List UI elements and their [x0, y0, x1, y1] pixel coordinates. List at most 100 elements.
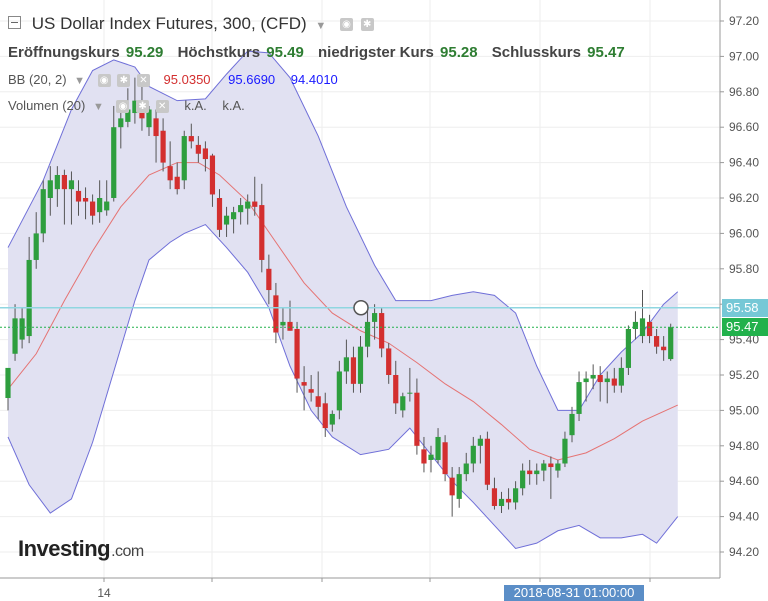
low-label: niedrigster Kurs: [318, 44, 434, 61]
eye-icon[interactable]: ◉: [97, 74, 111, 88]
eye-icon[interactable]: ◉: [116, 100, 130, 114]
price-tick-label: 94.20: [729, 545, 759, 559]
candle-up: [555, 463, 561, 471]
price-tick-label: 96.80: [729, 85, 759, 99]
candle-up: [54, 174, 60, 190]
candle-down: [421, 449, 427, 464]
close-icon[interactable]: ✕: [155, 100, 169, 114]
candle-up: [625, 328, 631, 368]
candle-down: [287, 321, 293, 331]
candle-up: [223, 215, 230, 225]
candle-up: [498, 498, 505, 506]
logo-suffix: .com: [111, 543, 144, 560]
low-value: 95.28: [440, 44, 478, 61]
price-tick-label: 94.60: [729, 474, 759, 488]
price-tick-label: 96.00: [729, 226, 759, 240]
candle-up: [407, 392, 413, 394]
candle-up: [456, 474, 462, 499]
candle-up: [329, 413, 335, 425]
chevron-down-icon[interactable]: ▼: [74, 75, 86, 87]
candle-up: [477, 438, 483, 446]
candle-down: [216, 198, 223, 230]
candle-up: [343, 357, 349, 372]
candle-down: [350, 357, 357, 384]
chevron-down-icon[interactable]: ▼: [315, 20, 327, 32]
price-tick-label: 96.40: [729, 156, 759, 170]
logo-text: Investing: [18, 536, 111, 561]
close-label: Schlusskurs: [491, 44, 581, 61]
high-label: Höchstkurs: [177, 44, 261, 61]
gear-icon[interactable]: ✱: [360, 18, 374, 32]
open-label: Eröffnungskurs: [8, 44, 120, 61]
collapse-icon[interactable]: [8, 16, 21, 30]
candle-down: [174, 176, 180, 190]
chevron-down-icon[interactable]: ▼: [92, 101, 104, 113]
candle-down: [386, 348, 392, 375]
crosshair-time-label: 2018-08-31 01:00:00: [504, 585, 644, 601]
candle-up: [569, 413, 575, 436]
candle-down: [597, 375, 603, 383]
candle-up: [231, 212, 237, 220]
candle-down: [315, 396, 321, 407]
candle-up: [639, 318, 646, 337]
candle-up: [19, 318, 25, 340]
candle-up: [181, 136, 187, 181]
volume-value-1: k.A.: [184, 98, 207, 113]
gear-icon[interactable]: ✱: [117, 74, 131, 88]
candle-down: [202, 148, 208, 160]
candle-down: [611, 378, 617, 386]
candle-up: [576, 382, 582, 414]
price-tick-label: 96.60: [729, 120, 759, 134]
candle-up: [12, 318, 18, 354]
candle-up: [534, 470, 540, 475]
candle-up: [428, 454, 434, 460]
candle-down: [153, 118, 159, 137]
gear-icon[interactable]: ✱: [136, 100, 150, 114]
candle-up: [118, 118, 124, 128]
eye-icon[interactable]: ◉: [340, 18, 354, 32]
candle-up: [33, 233, 39, 260]
candle-down: [491, 488, 498, 506]
bb-indicator-row: BB (20, 2) ▼ ◉ ✱ ✕ 95.0350 95.6690 94.40…: [8, 72, 338, 88]
candle-up: [372, 313, 378, 322]
candle-up: [68, 180, 75, 190]
bollinger-band-fill: [8, 51, 678, 549]
candle-up: [604, 378, 610, 383]
price-tick-label: 94.80: [729, 439, 759, 453]
candle-up: [97, 198, 103, 213]
candle-down: [393, 375, 399, 404]
candle-down: [294, 328, 300, 379]
bb-middle-value: 95.0350: [163, 72, 211, 87]
time-tick-label: 14: [97, 586, 111, 600]
price-tick-label: 94.40: [729, 510, 759, 524]
candle-up: [520, 470, 526, 489]
candle-down: [188, 136, 194, 142]
volume-indicator-row: Volumen (20) ▼ ◉ ✱ ✕ k.A. k.A.: [8, 98, 245, 114]
candle-up: [280, 321, 286, 326]
candle-down: [61, 174, 67, 190]
candle-up: [238, 205, 244, 213]
candle-down: [273, 295, 279, 333]
ohlc-row: Eröffnungskurs 95.29 Höchstkurs 95.49 ni…: [8, 44, 635, 61]
price-tick-label: 96.20: [729, 191, 759, 205]
candle-down: [90, 201, 96, 216]
candle-down: [209, 155, 216, 195]
bollinger-lower-line: [7, 223, 679, 550]
candle-down: [195, 144, 201, 154]
candle-up: [541, 463, 547, 471]
candle-down: [654, 336, 660, 347]
price-tick-label: 97.00: [729, 49, 759, 63]
candle-down: [661, 346, 667, 351]
price-tick-label: 95.80: [729, 262, 759, 276]
bb-upper-value: 95.6690: [228, 72, 276, 87]
candle-down: [646, 321, 653, 337]
close-icon[interactable]: ✕: [136, 74, 150, 88]
candle-up: [583, 378, 589, 383]
candle-down: [266, 268, 272, 291]
candle-up: [125, 109, 131, 122]
candle-up: [40, 189, 46, 234]
crosshair-price-label: 95.58: [722, 298, 768, 317]
candle-down: [484, 438, 490, 485]
